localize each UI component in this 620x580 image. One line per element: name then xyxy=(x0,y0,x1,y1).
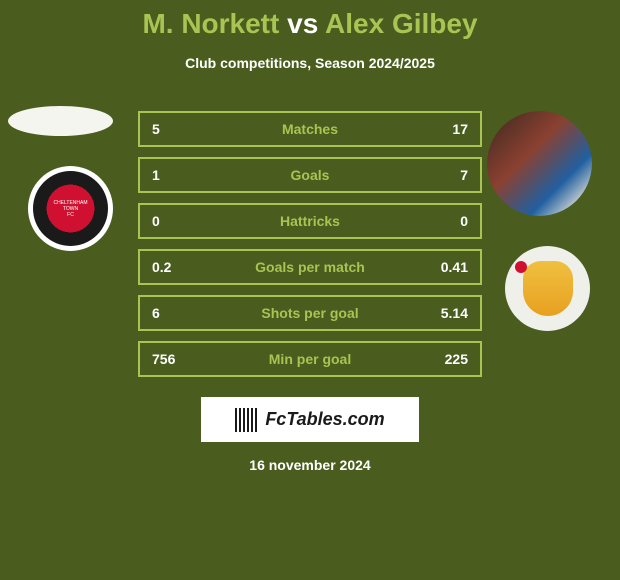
footer-logo: FcTables.com xyxy=(201,397,419,442)
stat-row-hattricks: 0 Hattricks 0 xyxy=(138,203,482,239)
stat-row-goals: 1 Goals 7 xyxy=(138,157,482,193)
team1-badge: CHELTENHAMTOWNFC xyxy=(28,166,113,251)
date-text: 16 november 2024 xyxy=(0,457,620,473)
player1-name: M. Norkett xyxy=(142,8,279,39)
stat-label: Goals per match xyxy=(255,259,365,275)
stat-left-value: 756 xyxy=(152,351,192,367)
stat-label: Min per goal xyxy=(269,351,351,367)
content-area: CHELTENHAMTOWNFC 5 Matches 17 1 Goals 7 … xyxy=(0,111,620,473)
stat-label: Hattricks xyxy=(280,213,340,229)
stat-row-min-per-goal: 756 Min per goal 225 xyxy=(138,341,482,377)
player1-avatar xyxy=(8,106,113,136)
subtitle: Club competitions, Season 2024/2025 xyxy=(0,55,620,71)
vs-text: vs xyxy=(287,8,318,39)
stat-row-matches: 5 Matches 17 xyxy=(138,111,482,147)
stat-label: Shots per goal xyxy=(261,305,358,321)
stat-label: Goals xyxy=(291,167,330,183)
team2-badge-inner xyxy=(523,261,573,316)
stat-right-value: 17 xyxy=(428,121,468,137)
stat-right-value: 0.41 xyxy=(428,259,468,275)
team1-badge-text: CHELTENHAMTOWNFC xyxy=(53,200,87,218)
stat-row-goals-per-match: 0.2 Goals per match 0.41 xyxy=(138,249,482,285)
stat-right-value: 7 xyxy=(428,167,468,183)
logo-text: FcTables.com xyxy=(265,409,384,430)
stat-left-value: 0 xyxy=(152,213,192,229)
stat-right-value: 5.14 xyxy=(428,305,468,321)
player2-avatar xyxy=(487,111,592,216)
stats-container: 5 Matches 17 1 Goals 7 0 Hattricks 0 0.2… xyxy=(138,111,482,377)
stat-left-value: 6 xyxy=(152,305,192,321)
stat-left-value: 0.2 xyxy=(152,259,192,275)
stat-right-value: 225 xyxy=(428,351,468,367)
team2-badge xyxy=(505,246,590,331)
team2-badge-dot xyxy=(515,261,527,273)
stat-row-shots-per-goal: 6 Shots per goal 5.14 xyxy=(138,295,482,331)
player2-avatar-image xyxy=(487,111,592,216)
stat-left-value: 1 xyxy=(152,167,192,183)
stat-left-value: 5 xyxy=(152,121,192,137)
player2-name: Alex Gilbey xyxy=(325,8,478,39)
stat-right-value: 0 xyxy=(428,213,468,229)
comparison-title: M. Norkett vs Alex Gilbey xyxy=(0,0,620,40)
stat-label: Matches xyxy=(282,121,338,137)
logo-chart-icon xyxy=(235,408,259,432)
